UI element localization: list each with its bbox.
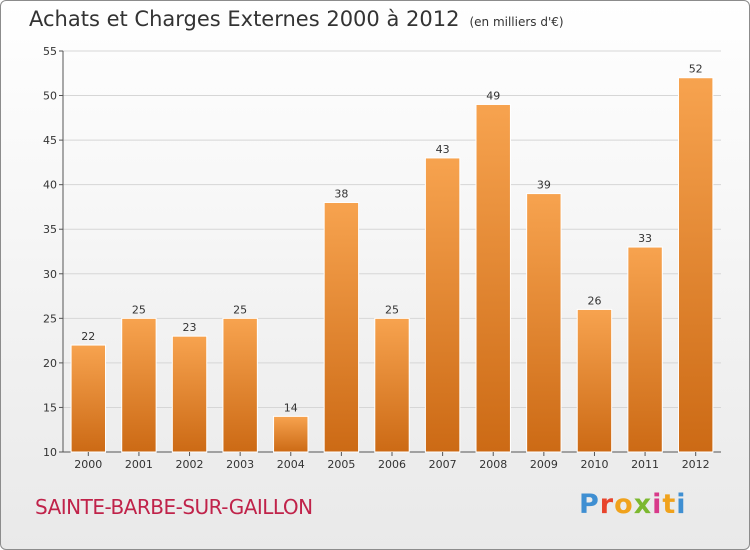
x-tick-label: 2010 bbox=[580, 458, 608, 471]
bar-value-label: 25 bbox=[385, 303, 399, 316]
y-tick-label: 20 bbox=[43, 357, 57, 370]
bar-value-label: 43 bbox=[436, 143, 450, 156]
y-tick-label: 10 bbox=[43, 446, 57, 459]
bar bbox=[576, 308, 613, 453]
x-tick-label: 2012 bbox=[682, 458, 710, 471]
logo-letter: P bbox=[579, 489, 600, 520]
x-tick-label: 2007 bbox=[429, 458, 457, 471]
bar-value-label: 22 bbox=[81, 330, 95, 343]
bar bbox=[424, 157, 461, 453]
bar bbox=[526, 193, 562, 453]
proxiti-logo: Proxiti bbox=[579, 489, 687, 520]
bar-value-label: 38 bbox=[334, 187, 348, 200]
y-tick-label: 55 bbox=[43, 45, 57, 58]
logo-letter: i bbox=[676, 489, 687, 520]
x-tick-label: 2009 bbox=[530, 458, 558, 471]
bar-value-label: 52 bbox=[689, 63, 703, 76]
bar-value-label: 33 bbox=[638, 232, 652, 245]
bar bbox=[374, 317, 410, 453]
chart-title: Achats et Charges Externes 2000 à 2012 bbox=[29, 7, 460, 31]
title-row: Achats et Charges Externes 2000 à 2012 (e… bbox=[29, 7, 564, 31]
bar-value-label: 25 bbox=[233, 303, 247, 316]
y-tick-label: 15 bbox=[43, 401, 57, 414]
y-tick-label: 35 bbox=[43, 223, 57, 236]
logo-letter: x bbox=[633, 489, 653, 520]
y-tick-label: 30 bbox=[43, 268, 57, 281]
x-tick-label: 2006 bbox=[378, 458, 406, 471]
city-name: SAINTE-BARBE-SUR-GAILLON bbox=[35, 495, 313, 519]
chart-unit: (en milliers d'€) bbox=[469, 15, 564, 29]
x-tick-label: 2005 bbox=[327, 458, 355, 471]
bar-value-label: 14 bbox=[284, 401, 298, 414]
bar bbox=[121, 317, 157, 453]
bar bbox=[171, 335, 208, 453]
bar bbox=[475, 103, 511, 453]
bar-value-label: 39 bbox=[537, 179, 551, 192]
bar-value-label: 26 bbox=[587, 294, 601, 307]
logo-letter: t bbox=[662, 489, 677, 520]
x-tick-label: 2003 bbox=[226, 458, 254, 471]
x-tick-label: 2011 bbox=[631, 458, 659, 471]
x-tick-label: 2001 bbox=[125, 458, 153, 471]
bar-value-label: 25 bbox=[132, 303, 146, 316]
y-tick-label: 25 bbox=[43, 312, 57, 325]
x-tick-label: 2004 bbox=[277, 458, 305, 471]
x-tick-label: 2000 bbox=[74, 458, 102, 471]
logo-letter: r bbox=[599, 489, 615, 520]
logo-letter: o bbox=[614, 489, 634, 520]
bar bbox=[70, 344, 107, 453]
y-tick-label: 45 bbox=[43, 134, 57, 147]
bar bbox=[323, 201, 360, 453]
y-tick-label: 40 bbox=[43, 179, 57, 192]
bar bbox=[222, 317, 258, 453]
bar-value-label: 49 bbox=[486, 89, 500, 102]
bar bbox=[627, 246, 663, 453]
x-tick-label: 2008 bbox=[479, 458, 507, 471]
logo-letter: i bbox=[652, 489, 663, 520]
x-tick-label: 2002 bbox=[176, 458, 204, 471]
y-tick-label: 50 bbox=[43, 90, 57, 103]
bar bbox=[677, 77, 714, 453]
bar-value-label: 23 bbox=[183, 321, 197, 334]
bar bbox=[273, 415, 309, 453]
